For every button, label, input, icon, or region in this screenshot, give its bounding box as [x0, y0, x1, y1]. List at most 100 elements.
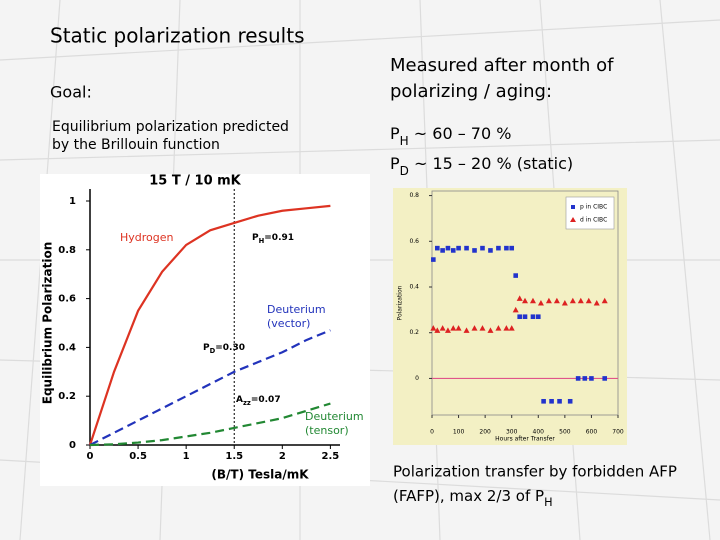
y-tick-label: 0.8	[58, 245, 76, 256]
series-label: Deuterium	[305, 410, 364, 423]
point	[450, 248, 456, 253]
measured-text: Measured after month of	[390, 55, 614, 76]
point	[480, 245, 485, 251]
plot-frame	[431, 190, 619, 416]
legend-box	[565, 196, 615, 230]
point	[471, 325, 478, 331]
point	[513, 273, 518, 278]
point	[522, 297, 528, 304]
point	[508, 325, 515, 331]
point	[431, 257, 436, 262]
x-tick-label: 200	[479, 429, 491, 436]
annotation: PD=0.30	[203, 343, 245, 356]
point	[541, 398, 546, 404]
point	[479, 325, 486, 331]
point	[517, 314, 522, 320]
point	[472, 248, 477, 253]
point	[545, 297, 552, 304]
x-tick-label: 0.5	[129, 451, 147, 462]
point	[495, 325, 502, 331]
x-tick-label: 1.5	[225, 451, 243, 462]
ph-text: PH ~ 60 – 70 %	[390, 124, 511, 148]
x-tick-label: 100	[453, 429, 465, 436]
point	[509, 245, 515, 251]
pd-text-main: P	[390, 154, 400, 173]
y-tick-label: 0.4	[58, 342, 76, 353]
point	[430, 325, 437, 331]
transfer-text-sub: H	[544, 496, 552, 509]
point	[487, 327, 494, 333]
point	[488, 248, 493, 253]
curve	[88, 204, 331, 446]
transfer-text: (FAFP), max 2/3 of PH	[393, 487, 553, 509]
x-tick-label: 0	[87, 451, 94, 462]
slide-title: Static polarization results	[50, 24, 305, 48]
chart-title: 15 T / 10 mK	[149, 174, 241, 189]
point	[537, 300, 544, 306]
annotation: PH=0.91	[252, 233, 294, 246]
x-axis-label: Hours after Transfer	[495, 436, 555, 443]
point	[535, 314, 541, 320]
legend-marker	[571, 205, 575, 209]
point	[569, 297, 576, 304]
annotation-rest: =0.30	[215, 343, 245, 353]
ph-text-rest: ~ 60 – 70 %	[409, 124, 512, 143]
point	[575, 376, 581, 381]
annotation-rest: =0.91	[264, 233, 294, 243]
ph-text-sub: H	[400, 134, 409, 148]
curve	[89, 329, 331, 446]
point	[567, 398, 573, 404]
legend-marker	[570, 217, 576, 222]
transfer-text-main: (FAFP), max 2/3 of P	[393, 487, 544, 505]
x-tick-label: 1	[183, 451, 190, 462]
point	[516, 295, 523, 301]
point	[589, 376, 594, 381]
y-tick-label: 0.6	[409, 238, 419, 245]
point	[440, 248, 445, 253]
pd-text: PD ~ 15 – 20 % (static)	[390, 154, 573, 178]
y-tick-label: 1	[69, 196, 76, 207]
y-tick-label: 0.6	[58, 294, 76, 305]
point	[456, 245, 461, 251]
x-tick-label: 2.5	[322, 451, 340, 462]
ph-text-main: P	[390, 124, 400, 143]
legend-label: p in CIBC	[580, 204, 607, 211]
annotation-sub: H	[259, 237, 265, 245]
point	[496, 245, 501, 251]
annotation-sub: zz	[243, 399, 251, 407]
x-axis-label: (B/T) Tesla/mK	[211, 468, 309, 482]
goal-text: Equilibrium polarization predicted	[52, 119, 289, 135]
point	[557, 398, 562, 404]
point	[530, 314, 536, 320]
point	[455, 325, 462, 331]
y-axis-label: Polarization	[397, 285, 404, 320]
measured-text: polarizing / aging:	[390, 81, 552, 102]
point	[601, 297, 608, 304]
annotation-rest: =0.07	[251, 395, 281, 405]
pd-text-sub: D	[400, 164, 409, 178]
point	[549, 398, 554, 404]
annotation: Azz=0.07	[236, 395, 281, 408]
y-tick-label: 0.4	[409, 284, 419, 291]
annotation-sub: D	[210, 347, 216, 355]
point	[522, 314, 528, 320]
series-label: (tensor)	[305, 424, 349, 437]
y-tick-label: 0.8	[409, 192, 419, 199]
curve	[89, 402, 331, 447]
y-tick-label: 0.2	[409, 329, 419, 336]
point	[585, 297, 592, 304]
legend-label: d in CIBC	[580, 217, 607, 224]
point	[444, 327, 451, 333]
y-tick-label: 0	[69, 440, 76, 451]
point	[450, 325, 457, 331]
goal-label: Goal:	[50, 83, 92, 102]
series-label: Deuterium	[267, 303, 326, 316]
x-tick-label: 500	[559, 429, 571, 436]
point	[577, 297, 584, 304]
x-tick-label: 400	[533, 429, 545, 436]
annotation-main: P	[203, 343, 210, 353]
point	[504, 245, 509, 251]
x-tick-label: 700	[612, 429, 624, 436]
annotation-main: P	[252, 233, 259, 243]
point	[593, 300, 600, 306]
